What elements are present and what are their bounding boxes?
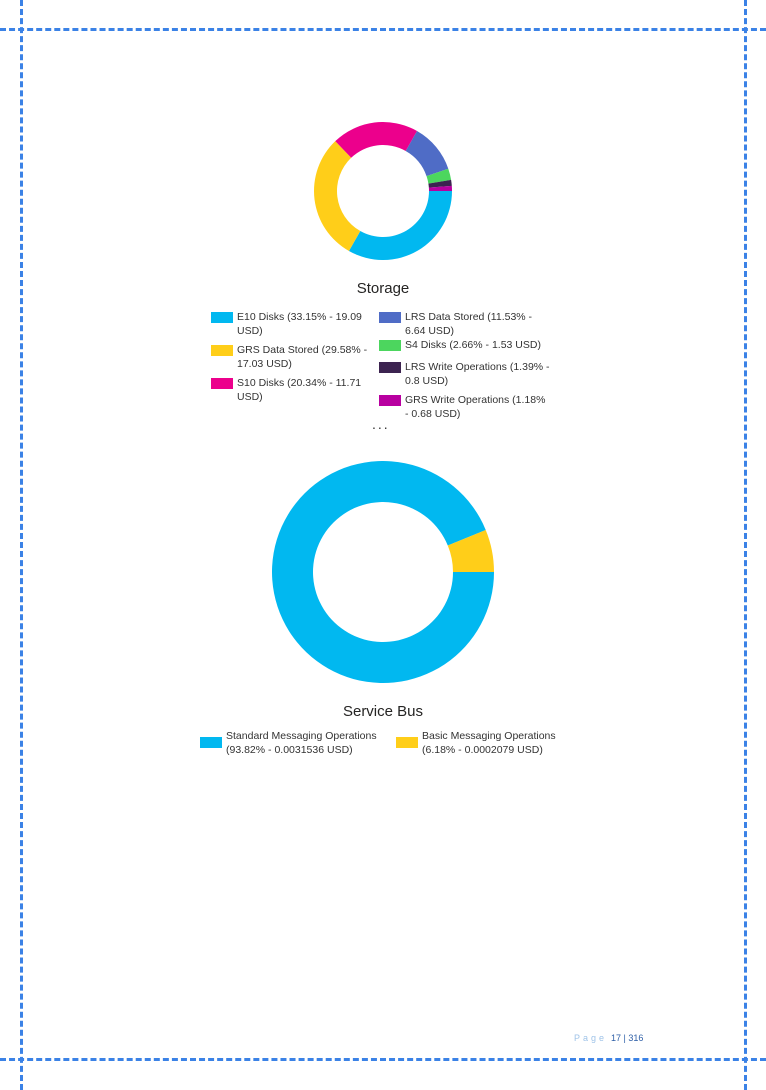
- page-border-bottom: [0, 1058, 766, 1061]
- legend-swatch: [379, 340, 401, 351]
- legend-label: Standard Messaging Operations (93.82% - …: [226, 730, 377, 756]
- legend-swatch: [396, 737, 418, 748]
- service-bus-chart-title: Service Bus: [342, 703, 424, 720]
- page-number: 17 | 316: [611, 1033, 644, 1043]
- donut-slice-basic-messaging-operations[interactable]: [447, 529, 494, 572]
- page-border-right: [744, 0, 747, 1090]
- legend-swatch: [379, 362, 401, 373]
- legend-label: S4 Disks (2.66% - 1.53 USD): [405, 339, 541, 351]
- page-footer: Page 17 | 316: [574, 1033, 643, 1043]
- legend-swatch: [211, 345, 233, 356]
- legend-swatch: [200, 737, 222, 748]
- legend-label: LRS Data Stored (11.53% - 6.64 USD): [405, 311, 533, 337]
- donut-slice-s4-disks[interactable]: [426, 168, 452, 184]
- legend-swatch: [379, 312, 401, 323]
- service-bus-donut-chart: [272, 461, 494, 684]
- legend-swatch: [211, 378, 233, 389]
- donut-slice-standard-messaging-operations[interactable]: [272, 461, 494, 684]
- legend-label: GRS Write Operations (1.18% - 0.68 USD): [405, 394, 546, 420]
- donut-slice-lrs-data-stored[interactable]: [405, 130, 449, 177]
- legend-more-indicator[interactable]: ...: [372, 416, 390, 432]
- legend-label: LRS Write Operations (1.39% - 0.8 USD): [405, 361, 550, 387]
- page-border-left: [20, 0, 23, 1090]
- donut-slice-e10-disks[interactable]: [348, 191, 452, 260]
- legend-label: GRS Data Stored (29.58% - 17.03 USD): [237, 344, 368, 370]
- page-word: Page: [574, 1033, 608, 1043]
- donut-slice-s10-disks[interactable]: [335, 122, 418, 158]
- donut-slice-grs-write-operations[interactable]: [428, 185, 452, 191]
- donut-slice-lrs-write-operations[interactable]: [428, 179, 452, 188]
- page-border-top: [0, 28, 766, 31]
- legend-swatch: [379, 395, 401, 406]
- donut-slice-grs-data-stored[interactable]: [314, 141, 361, 252]
- storage-donut-chart: [314, 122, 452, 260]
- legend-label: E10 Disks (33.15% - 19.09 USD): [237, 311, 362, 337]
- legend-label: Basic Messaging Operations (6.18% - 0.00…: [422, 730, 556, 756]
- legend-label: S10 Disks (20.34% - 11.71 USD): [237, 377, 362, 403]
- legend-swatch: [211, 312, 233, 323]
- storage-chart-title: Storage: [356, 280, 410, 297]
